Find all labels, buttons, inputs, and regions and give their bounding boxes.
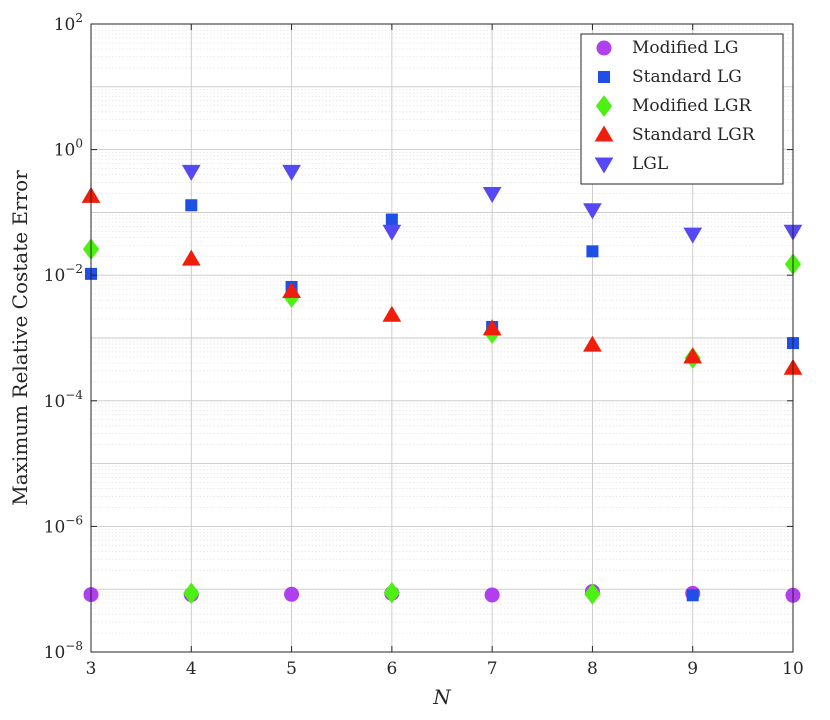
y-tick-label: 10−8 xyxy=(44,639,83,663)
series-lgl xyxy=(181,164,803,244)
data-point-lgl xyxy=(382,224,402,241)
legend-markers xyxy=(594,40,614,174)
legend-box xyxy=(580,33,784,185)
data-point-standard-lgr xyxy=(683,347,703,364)
data-point-standard-lg xyxy=(185,199,198,212)
legend: Modified LG Standard LG Modified LGR Sta… xyxy=(580,33,784,185)
data-point-standard-lgr xyxy=(382,305,402,322)
data-point-lgl xyxy=(583,203,602,220)
legend-label-modified-lg: Modified LG xyxy=(632,38,739,58)
data-point-modified-lgr xyxy=(383,581,400,604)
x-tick-label: 10 xyxy=(782,659,804,679)
legend-label-modified-lgr: Modified LGR xyxy=(632,96,753,116)
axis-ticks: 3 4 5 6 7 8 9 10 10−8 10−6 10−4 10−2 100 102 xyxy=(44,11,804,679)
y-axis-label: Maximum Relative Costate Error xyxy=(8,170,32,506)
legend-label-standard-lg: Standard LG xyxy=(632,67,742,87)
data-point-modified-lg xyxy=(284,586,300,602)
legend-marker-standard-lg xyxy=(598,71,610,83)
legend-label-standard-lgr: Standard LGR xyxy=(632,125,756,145)
legend-marker-standard-lgr xyxy=(594,125,614,142)
x-tick-label: 4 xyxy=(186,659,197,679)
y-tick-label: 10−2 xyxy=(44,262,83,286)
y-tick-label: 10−4 xyxy=(44,388,84,412)
data-point-modified-lgr xyxy=(183,582,200,605)
x-tick-label: 9 xyxy=(687,659,698,679)
data-point-standard-lg xyxy=(686,589,699,602)
data-point-lgl xyxy=(181,164,201,181)
x-tick-label: 3 xyxy=(86,659,97,679)
x-tick-label: 5 xyxy=(286,659,297,679)
y-tick-label: 102 xyxy=(54,11,83,35)
data-point-standard-lg xyxy=(385,213,398,226)
x-tick-label: 6 xyxy=(386,659,397,679)
legend-marker-lgl xyxy=(594,157,614,174)
legend-marker-modified-lg xyxy=(596,40,612,56)
data-point-modified-lg xyxy=(484,587,500,603)
data-point-lgl xyxy=(482,186,502,203)
y-tick-label: 100 xyxy=(54,137,83,161)
x-axis-label: N xyxy=(432,685,452,709)
data-point-standard-lgr xyxy=(181,249,201,266)
y-tick-label: 10−6 xyxy=(44,513,83,537)
legend-marker-modified-lgr xyxy=(595,95,613,117)
data-point-standard-lgr xyxy=(282,282,301,299)
x-tick-label: 8 xyxy=(587,659,598,679)
legend-label-lgl: LGL xyxy=(632,154,668,174)
data-point-lgl xyxy=(683,227,703,244)
data-point-standard-lg xyxy=(586,245,599,258)
data-point-lgl xyxy=(282,164,301,181)
x-tick-label: 7 xyxy=(487,659,498,679)
plot-frame xyxy=(90,23,794,653)
data-point-standard-lgr xyxy=(583,335,602,352)
data-point-modified-lgr xyxy=(584,583,601,605)
data-point-standard-lgr xyxy=(482,319,502,336)
